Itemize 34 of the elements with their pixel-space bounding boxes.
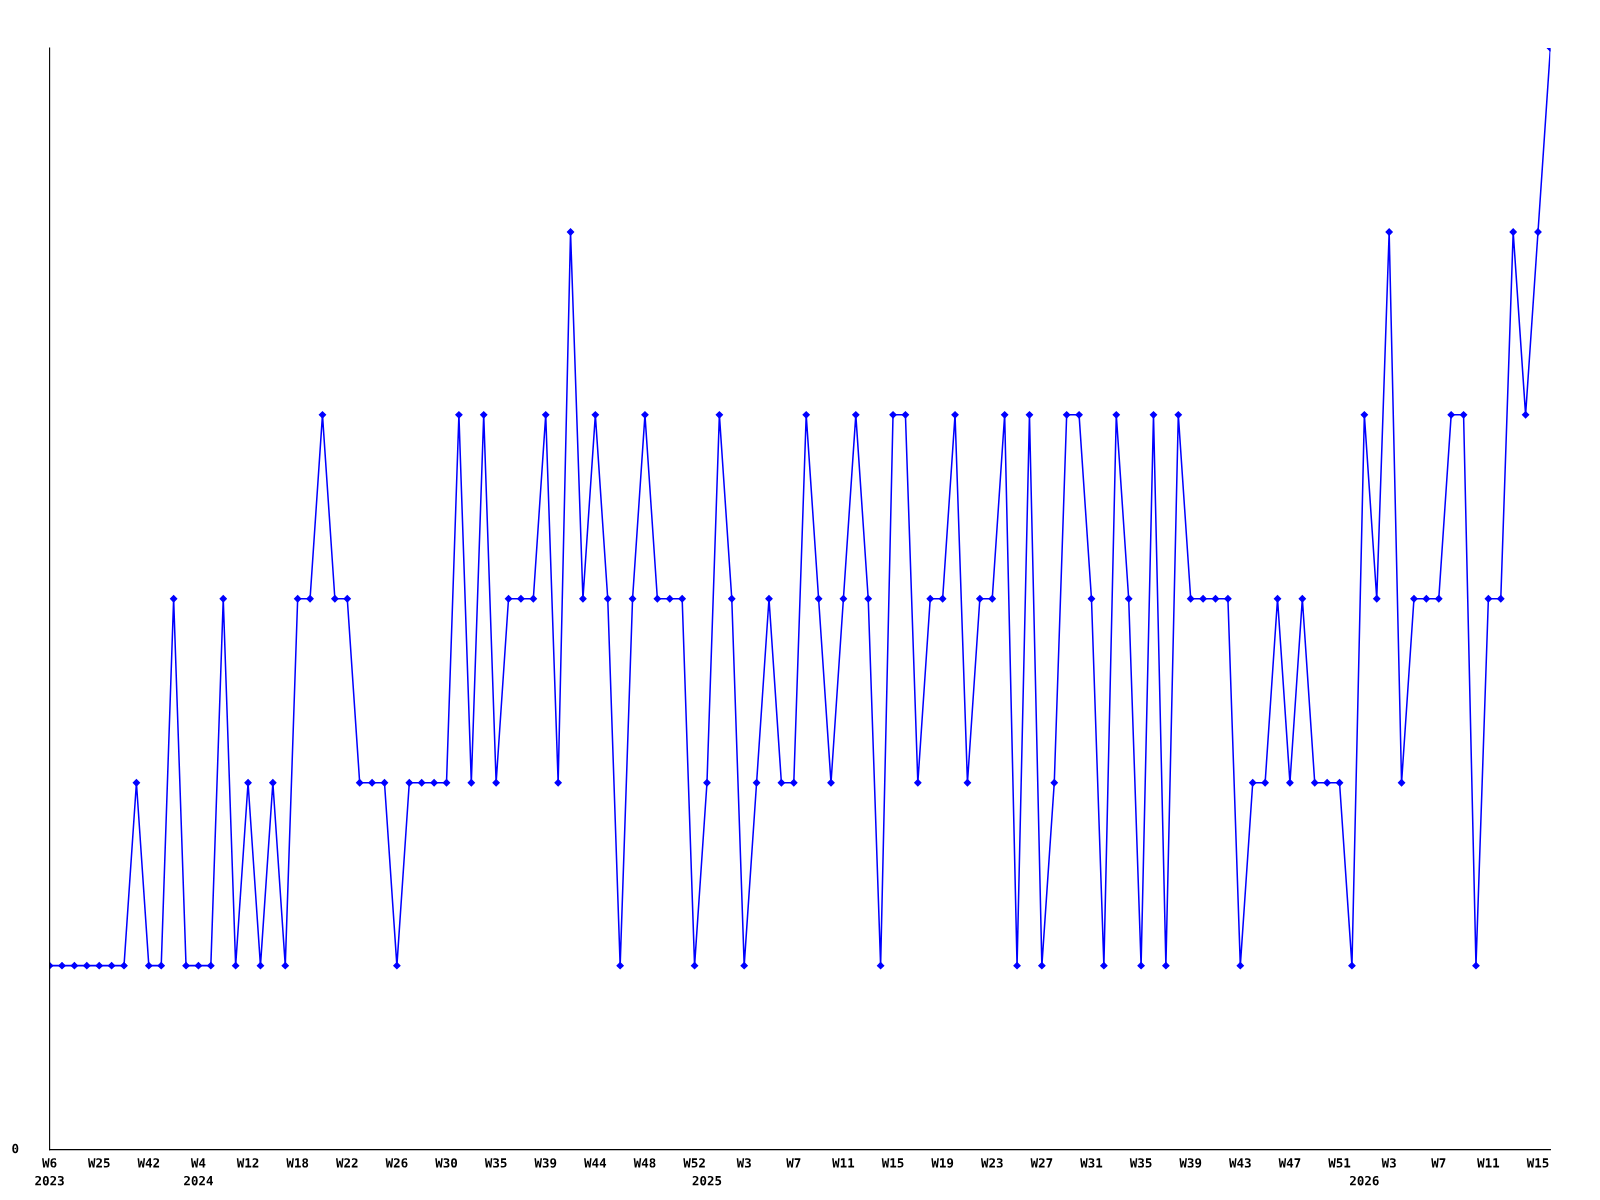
x-tick-label: W30 — [435, 1158, 458, 1168]
x-tick-label: 2025 — [692, 1175, 722, 1186]
x-tick-label: W7 — [786, 1158, 801, 1168]
x-tick-label: W25 — [87, 1158, 110, 1168]
x-tick-label: W47 — [1278, 1158, 1301, 1168]
x-tick-label: W4 2024 — [184, 1158, 213, 1186]
x-tick-label: 2026 — [1350, 1175, 1379, 1186]
x-tick-label: W15 — [1526, 1158, 1549, 1168]
x-tick-label: W39 — [534, 1158, 557, 1168]
text: 0 — [12, 1143, 19, 1154]
x-tick-label: W11 — [1477, 1158, 1500, 1168]
x-tick-label: W51 — [1328, 1158, 1351, 1168]
x-tick-label: W35 — [484, 1158, 507, 1168]
x-tick-label: W6 2023 — [35, 1158, 64, 1186]
x-tick-label: W18 — [286, 1158, 309, 1168]
x-tick-label: W42 — [137, 1158, 160, 1168]
x-tick-label: W15 — [881, 1158, 904, 1168]
x-tick-label: W48 — [633, 1158, 656, 1168]
x-tick-label: W19 — [931, 1158, 954, 1168]
x-tick-label: W3 — [1381, 1158, 1396, 1168]
x-tick-label: W12 — [236, 1158, 259, 1168]
x-tick-label: W7 — [1431, 1158, 1446, 1168]
x-tick-label: W3 — [736, 1158, 751, 1168]
x-tick-label: W35 — [1129, 1158, 1152, 1168]
x-tick-label: W39 — [1179, 1158, 1202, 1168]
x-tick-label: W43 — [1229, 1158, 1251, 1168]
x-tick-label: W23 — [980, 1158, 1003, 1168]
x-tick-label: W44 — [584, 1158, 607, 1168]
x-tick-label: W22 — [335, 1158, 358, 1168]
x-tick-label: W26 — [385, 1158, 408, 1168]
x-tick-label: W31 — [1080, 1158, 1103, 1168]
x-tick-label: W11 — [832, 1158, 855, 1168]
x-tick-label: W27 — [1030, 1158, 1053, 1168]
x-tick-label: W52 — [683, 1158, 705, 1168]
